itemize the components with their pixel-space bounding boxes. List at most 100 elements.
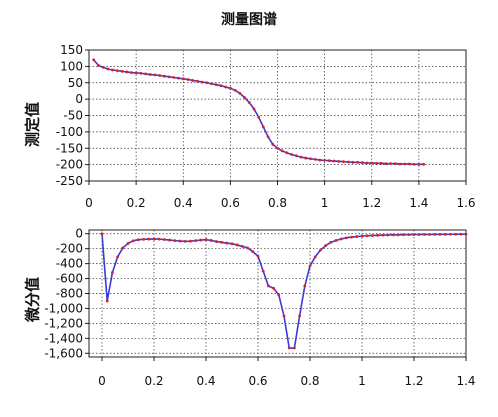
data-point	[266, 135, 270, 139]
x-tick-label: 1.4	[456, 374, 475, 388]
data-point	[423, 233, 426, 236]
data-point	[412, 162, 416, 166]
data-point	[243, 96, 246, 99]
data-point	[139, 71, 143, 75]
data-point	[163, 74, 166, 78]
chart-1: 0 0.2 0.4 0.6 0.8 1 1.2 1.4 1.6 150 100 50 0 -50 -100 -…	[56, 43, 476, 210]
data-point	[121, 246, 125, 250]
data-point	[337, 159, 341, 163]
data-point	[276, 146, 279, 150]
data-point	[247, 101, 251, 104]
data-point	[200, 80, 204, 84]
data-point	[173, 239, 177, 243]
y-tick-label: -1,600	[44, 346, 83, 360]
x-tick-label: 1	[358, 374, 366, 388]
data-point	[339, 237, 343, 241]
data-point	[309, 157, 312, 161]
data-point	[391, 233, 395, 237]
data-point	[313, 157, 317, 161]
data-point	[167, 75, 171, 79]
data-point	[287, 346, 291, 350]
data-point	[267, 284, 270, 288]
data-point	[172, 76, 176, 79]
y-tick-label: -200	[56, 158, 83, 172]
data-point	[220, 240, 224, 244]
y-tick-label: -250	[56, 174, 83, 188]
data-point	[111, 271, 114, 274]
data-point	[125, 70, 129, 74]
data-point	[199, 238, 203, 242]
data-point	[334, 239, 338, 242]
data-point	[285, 151, 289, 155]
data-point	[365, 161, 369, 165]
data-point	[324, 244, 327, 248]
y-tick-label: 150	[60, 43, 83, 57]
data-point	[384, 162, 388, 166]
data-point	[299, 155, 303, 159]
data-point	[375, 161, 378, 165]
data-point	[152, 237, 156, 241]
data-point	[230, 242, 234, 246]
y-tick-label: -800	[56, 287, 83, 301]
data-point	[449, 232, 452, 236]
data-point	[147, 237, 151, 241]
data-point	[365, 234, 369, 238]
y-tick-label: -400	[56, 257, 83, 271]
y-tick-label: -100	[56, 125, 83, 139]
x-tick-label: 0	[98, 374, 106, 388]
data-point	[137, 238, 140, 242]
data-point	[251, 250, 255, 254]
x-tick-label: 0.6	[221, 196, 240, 210]
data-point	[438, 232, 442, 236]
data-point	[298, 314, 301, 318]
data-point	[417, 162, 421, 166]
data-point	[360, 161, 364, 165]
data-point	[228, 86, 232, 90]
data-point	[327, 159, 331, 163]
data-point	[153, 73, 157, 77]
data-point	[319, 248, 322, 252]
data-point	[428, 233, 431, 236]
data-point	[304, 156, 308, 160]
data-point	[194, 239, 198, 243]
data-point	[332, 159, 336, 163]
data-point	[261, 269, 265, 273]
x-tick-label: 0	[85, 196, 93, 210]
data-point	[329, 240, 333, 244]
x-tick-label: 0.8	[268, 196, 287, 210]
data-point	[235, 243, 239, 247]
data-point	[157, 237, 161, 241]
y-tick-label: -1,400	[44, 331, 83, 345]
data-point	[189, 239, 192, 243]
chart-title: 测量图谱	[221, 12, 277, 28]
y-tick-label: 100	[60, 59, 83, 73]
data-point	[168, 238, 172, 242]
data-point	[459, 232, 463, 236]
data-point	[178, 239, 182, 243]
data-point	[422, 162, 425, 166]
data-point	[106, 67, 110, 71]
data-point	[100, 232, 104, 236]
data-point	[111, 68, 114, 72]
data-point	[351, 160, 355, 164]
data-point	[130, 71, 133, 74]
data-point	[381, 233, 385, 237]
data-point	[158, 74, 162, 77]
data-point	[407, 233, 411, 237]
data-point	[257, 115, 261, 119]
data-point	[214, 83, 218, 87]
data-point	[393, 162, 397, 166]
data-point	[433, 233, 437, 236]
data-point	[261, 125, 265, 129]
data-point	[402, 233, 405, 237]
data-point	[142, 237, 146, 241]
data-point	[412, 233, 416, 236]
data-point	[219, 84, 223, 88]
data-point	[186, 78, 190, 81]
data-point	[376, 233, 379, 237]
data-point	[131, 239, 135, 243]
data-point	[205, 81, 209, 85]
data-point	[350, 235, 353, 239]
data-point	[417, 233, 421, 236]
